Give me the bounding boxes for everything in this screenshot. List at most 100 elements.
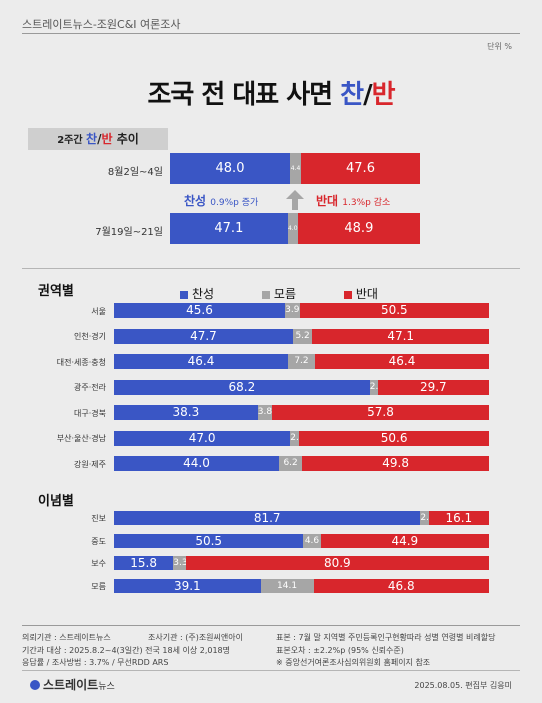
bar-oppose: 48.9: [297, 213, 420, 244]
category-label: 진보: [91, 514, 106, 523]
oppose-change-note: 반대 1.3%p 감소: [316, 192, 390, 209]
oppose-change-detail: 1.3%p 감소: [342, 198, 391, 208]
category-label: 7월19일~21일: [95, 226, 163, 238]
category-label: 대구·경북: [74, 408, 106, 418]
survey-source: 스트레이트뉴스-조원C&I 여론조사: [22, 18, 181, 31]
trend-tag-suffix: 추이: [112, 132, 139, 146]
footer-error: 표본오차 : ±2.2%p (95% 신뢰수준): [276, 646, 404, 655]
bar-oppose: 47.6: [301, 153, 420, 184]
bar-support: 15.8: [114, 556, 174, 570]
bar-support: 50.5: [114, 533, 304, 548]
bar-neutral: 4.4: [290, 153, 301, 184]
legend-oppose-swatch: [343, 290, 352, 299]
footer-reference: ※ 중앙선거여론조사심의위원회 홈페이지 참조: [276, 658, 431, 667]
page-title: 조국 전 대표 사면 찬/반: [0, 74, 542, 111]
bar-support: 46.4: [114, 354, 288, 369]
bar-support: 39.1: [114, 578, 261, 593]
bar-neutral: 5.2: [292, 328, 313, 344]
bar-neutral: 2.1: [369, 379, 384, 395]
legend-neutral-swatch: [261, 290, 270, 299]
ideology-section-title: 이념별: [38, 494, 74, 509]
logo-main: 스트레이트: [43, 678, 99, 692]
category-label: 모름: [91, 581, 106, 591]
legend: 찬성 모름 반대: [180, 285, 422, 302]
bar-oppose: 50.6: [299, 430, 489, 446]
bar-oppose: 49.8: [302, 456, 489, 471]
bar-support: 48.0: [170, 153, 290, 184]
bar-support: 68.2: [114, 379, 370, 395]
bar-support: 47.7: [114, 328, 293, 344]
category-label: 인천·경기: [74, 332, 106, 341]
footer-method: 응답률 / 조사방법 : 3.7% / 무선RDD ARS: [22, 658, 169, 667]
bar-neutral: 4.0: [287, 213, 298, 244]
category-label: 대전·세종·충청: [56, 357, 106, 367]
publish-date: 2025.08.05. 편집부 김응미: [414, 681, 512, 690]
footer-period: 기간과 대상 : 2025.8.2~4(3일간) 전국 18세 이상 2,018…: [22, 646, 231, 655]
trend-tag-slash: /: [97, 132, 102, 146]
bar-oppose: 50.5: [299, 303, 489, 318]
bar-neutral: 2.2: [420, 511, 435, 525]
footer-sample: 표본 : 7월 말 지역별 주민등록인구현황따라 성별 연령별 비례할당: [276, 633, 496, 642]
footer-divider: [22, 625, 520, 626]
bar-neutral: 3.9: [285, 303, 300, 318]
bar-oppose: 44.9: [320, 533, 489, 548]
support-change-label: 찬성: [184, 194, 207, 208]
bar-neutral: 7.2: [288, 354, 315, 369]
bar-neutral: 6.2: [279, 456, 303, 471]
bar-neutral: 4.6: [303, 533, 321, 548]
bar-support: 81.7: [114, 511, 421, 525]
bar-oppose: 16.1: [428, 511, 489, 525]
unit-label: 단위 %: [487, 42, 512, 51]
category-label: 강원·제주: [74, 459, 106, 469]
header-divider: [22, 33, 520, 34]
category-label: 서울: [91, 306, 106, 316]
bar-neutral: 2.4: [290, 430, 305, 446]
logo-mark-icon: [30, 680, 40, 690]
legend-oppose-label: 반대: [355, 287, 378, 301]
trend-tag-oppose: 반: [101, 132, 113, 146]
bar-oppose: 47.1: [312, 328, 489, 344]
bar-support: 45.6: [114, 303, 285, 318]
category-label: 8월2일~4일: [107, 166, 163, 178]
logo: 스트레이트뉴스: [30, 676, 115, 693]
bar-oppose: 46.8: [313, 578, 489, 593]
category-label: 광주·전라: [74, 383, 106, 392]
support-change-note: 찬성 0.9%p 증가: [184, 192, 258, 209]
footer-bottom-divider: [22, 670, 520, 671]
category-label: 부산·울산·경남: [56, 434, 106, 443]
bar-support: 44.0: [114, 456, 279, 471]
footer-client: 의뢰기관 : 스트레이트뉴스: [22, 633, 111, 642]
category-label: 중도: [91, 536, 106, 546]
trend-tag-support: 찬: [86, 132, 98, 146]
legend-support-label: 찬성: [192, 287, 215, 301]
bar-neutral: 3.3: [173, 556, 188, 570]
logo-sub: 뉴스: [98, 682, 115, 692]
bar-support: 47.1: [170, 213, 288, 244]
bar-oppose: 57.8: [272, 405, 489, 420]
region-section-title: 권역별: [38, 284, 74, 299]
legend-neutral: 모름: [261, 287, 297, 301]
title-oppose: 반: [371, 80, 396, 110]
title-support: 찬: [340, 80, 364, 110]
bar-support: 38.3: [114, 405, 258, 420]
bar-neutral: 3.8: [257, 405, 272, 420]
oppose-change-label: 반대: [316, 194, 339, 208]
bar-oppose: 80.9: [185, 556, 489, 570]
category-label: 보수: [91, 559, 106, 568]
trend-tag-prefix: 2주간: [57, 135, 87, 146]
legend-oppose: 반대: [343, 287, 378, 301]
trend-tag: 2주간 찬/반 추이: [28, 128, 168, 150]
title-slash: /: [363, 80, 372, 110]
bar-support: 47.0: [114, 430, 291, 446]
legend-neutral-label: 모름: [273, 287, 297, 301]
section-divider: [22, 268, 520, 269]
footer-agency: 조사기관 : (주)조원씨앤아이: [148, 633, 243, 642]
support-change-detail: 0.9%p 증가: [210, 198, 259, 208]
bar-neutral: 14.1: [260, 578, 314, 593]
legend-support: 찬성: [180, 287, 214, 301]
title-main: 조국 전 대표 사면: [147, 80, 341, 110]
bar-oppose: 29.7: [377, 379, 489, 395]
arrow-up-icon: [286, 190, 304, 210]
bar-oppose: 46.4: [315, 354, 489, 369]
legend-support-swatch: [180, 290, 188, 299]
